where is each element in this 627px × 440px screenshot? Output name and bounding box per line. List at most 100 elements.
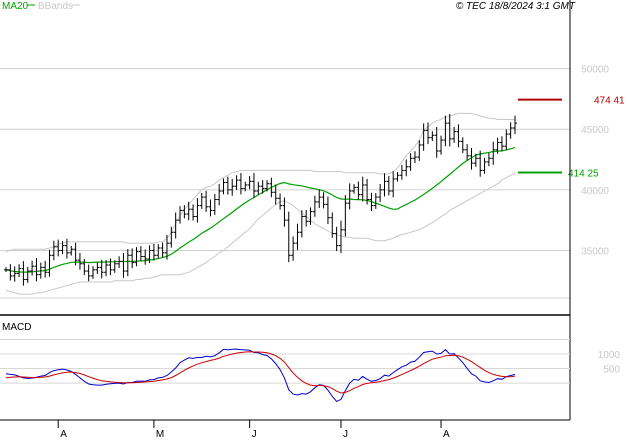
ohlc-bar: [195, 198, 200, 223]
ohlc-bar: [473, 153, 478, 167]
ohlc-bar: [373, 193, 378, 209]
price-grid: [0, 68, 570, 299]
ohlc-bar: [330, 212, 335, 238]
ohlc-bar: [452, 126, 457, 143]
ohlc-bar: [134, 247, 139, 267]
ohlc-bar: [178, 206, 183, 224]
ohlc-bar: [456, 124, 461, 148]
x-tick-label: A: [443, 429, 450, 440]
legend-bbands: BBands: [38, 1, 73, 12]
ohlc-bar: [12, 266, 17, 282]
ohlc-bar: [343, 195, 348, 237]
macd-y-ticks: 500 1000: [598, 350, 621, 376]
ma20-path: [5, 147, 516, 273]
ohlc-bar: [69, 245, 74, 256]
ohlc-bar: [338, 220, 343, 254]
ohlc-bar: [269, 177, 274, 198]
ohlc-bar: [8, 264, 13, 281]
ohlc-bar: [386, 176, 391, 196]
ohlc-bar: [265, 180, 270, 192]
ohlc-bar: [299, 210, 304, 238]
ohlc-bar: [365, 178, 370, 205]
ohlc-bar: [243, 181, 248, 192]
ohlc-bar: [465, 144, 470, 161]
copyright-text: © TEC 18/8/2024 3:1 GMT: [456, 1, 576, 12]
ohlc-bar: [286, 211, 291, 263]
ohlc-bar: [369, 192, 374, 212]
ohlc-bar: [173, 212, 178, 239]
ohlc-bar: [360, 176, 365, 202]
ohlc-bar: [4, 267, 8, 273]
ohlc-bar: [121, 253, 126, 278]
ohlc-bar: [486, 153, 491, 167]
ohlc-bar: [86, 264, 91, 282]
ohlc-bar: [130, 248, 135, 269]
ohlc-bar: [221, 178, 226, 195]
ohlc-bar: [317, 189, 322, 209]
ohlc-bar: [469, 147, 474, 170]
ohlc-bar: [204, 190, 209, 212]
ohlc-bar: [238, 173, 243, 195]
ohlc-bar: [334, 226, 339, 252]
ohlc-bar: [234, 175, 239, 190]
ohlc-bar: [143, 249, 148, 265]
ohlc-bar: [482, 157, 487, 174]
macd-title: MACD: [2, 322, 31, 333]
ohlc-bar: [38, 262, 43, 279]
price-y-tick-label: 50000: [581, 65, 609, 76]
ohlc-bar: [447, 113, 452, 147]
ohlc-bar: [60, 241, 65, 255]
ohlc-bar: [247, 176, 252, 190]
ohlc-bar: [439, 135, 444, 155]
ohlc-bar: [273, 184, 278, 205]
ohlc-bar: [73, 242, 78, 266]
ohlc-bar: [282, 197, 287, 227]
ohlc-bar: [404, 159, 409, 177]
price-y-tick-label: 40000: [581, 186, 609, 197]
ohlc-bar: [95, 262, 100, 274]
macd-y-tick-label: 1000: [598, 350, 621, 361]
ohlc-bar: [352, 184, 357, 194]
ohlc-bar: [408, 153, 413, 171]
ohlc-bar: [217, 183, 222, 206]
ohlc-bar: [191, 204, 196, 221]
ma20-line: [5, 147, 516, 273]
ohlc-bar: [30, 260, 35, 276]
macd-grid: [0, 338, 570, 384]
ohlc-bar: [399, 164, 404, 180]
ohlc-bar: [434, 126, 439, 158]
ohlc-bar: [278, 193, 283, 210]
ohlc-bar: [138, 246, 143, 261]
ohlc-bar: [82, 258, 87, 276]
ohlc-bar: [151, 243, 156, 261]
ohlc-bar: [260, 180, 265, 194]
ohlc-bar: [382, 173, 387, 197]
ohlc-bar: [186, 201, 191, 221]
ohlc-bar: [91, 266, 96, 279]
ohlc-bar: [34, 258, 39, 282]
ohlc-bar: [256, 181, 261, 195]
ohlc-bar: [321, 192, 326, 209]
ohlc-bar: [212, 194, 217, 215]
ohlc-bar: [108, 258, 113, 276]
ohlc-bar: [378, 183, 383, 202]
ohlc-bar: [47, 249, 52, 277]
ohlc-bar: [169, 226, 174, 248]
ohlc-bar: [21, 261, 26, 286]
ohlc-bar: [160, 242, 165, 258]
ohlc-bar: [513, 115, 517, 135]
ohlc-bar: [508, 122, 513, 139]
ohlc-bar: [395, 171, 400, 182]
x-tick-label: A: [60, 429, 67, 440]
ohlc-bar: [308, 207, 313, 225]
price-panel: 474 41 414 25 35000 40000 45000 50000: [0, 65, 625, 299]
ohlc-bar: [495, 137, 500, 154]
ohlc-bar: [182, 205, 187, 219]
ohlc-bar: [51, 240, 56, 261]
ohlc-bar: [225, 176, 230, 195]
ohlc-bar: [491, 141, 496, 165]
ohlc-bar: [325, 196, 330, 225]
ohlc-bar: [460, 137, 465, 154]
signal-line: [5, 351, 516, 394]
